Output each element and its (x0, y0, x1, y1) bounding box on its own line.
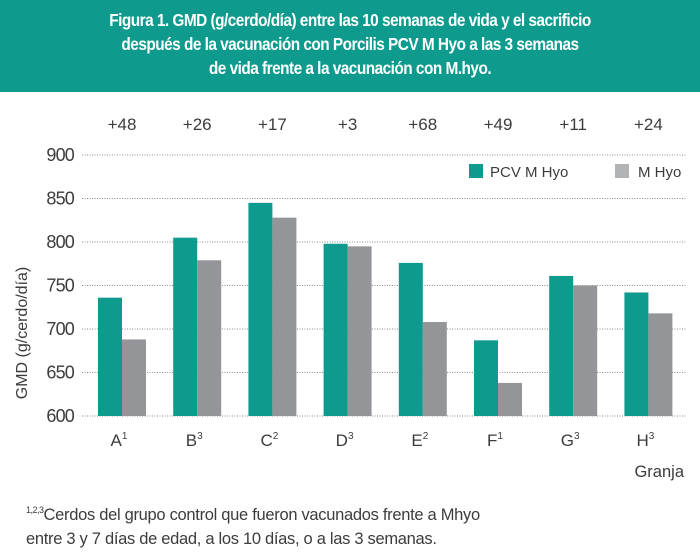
legend-label-m-hyo: M Hyo (638, 164, 681, 181)
bar-a-pcv-m-hyo (98, 297, 122, 416)
footnote: 1,2,3Cerdos del grupo control que fueron… (26, 498, 480, 551)
x-tick-label: D3 (336, 431, 354, 450)
y-tick-label: 650 (46, 363, 74, 383)
legend: PCV M Hyo M Hyo (469, 164, 681, 181)
legend-label-pcv-m-hyo: PCV M Hyo (490, 164, 568, 181)
legend-swatch-m-hyo (615, 164, 629, 178)
x-tick-label: A1 (111, 431, 128, 450)
bar-b-m-hyo (197, 260, 222, 416)
y-axis-ticks: 600 650 700 750 800 850 900 (46, 145, 75, 426)
x-tick-label: B3 (186, 431, 203, 450)
difference-label: +24 (634, 115, 663, 134)
bar-c-pcv-m-hyo (248, 202, 273, 416)
bar-b-pcv-m-hyo (173, 237, 198, 416)
x-tick-label: G3 (561, 431, 580, 450)
difference-label: +68 (408, 115, 437, 134)
footnote-superscript: 1,2,3 (26, 505, 44, 515)
y-tick-label: 750 (46, 276, 74, 296)
legend-swatch-pcv-m-hyo (469, 164, 483, 178)
difference-label: +26 (183, 115, 212, 134)
difference-label: +48 (108, 115, 137, 134)
bar-chart: 600 650 700 750 800 850 900 A1 B3 C2 D3 E2 F1 G3 H3 +… (14, 115, 686, 481)
y-tick-label: 600 (46, 406, 74, 426)
bar-d-m-hyo (347, 246, 372, 416)
difference-label: +3 (338, 115, 357, 134)
x-axis-label: Granja (634, 463, 684, 481)
y-tick-label: 850 (46, 189, 74, 209)
footnote-line-1: Cerdos del grupo control que fueron vacu… (43, 506, 481, 524)
x-axis-ticks: A1 B3 C2 D3 E2 F1 G3 H3 (111, 431, 655, 450)
bar-f-pcv-m-hyo (474, 340, 498, 416)
figure-title-banner: Figura 1. GMD (g/cerdo/día) entre las 10… (0, 0, 700, 92)
y-tick-label: 800 (46, 232, 74, 252)
bar-f-m-hyo (498, 382, 522, 416)
difference-label: +11 (559, 115, 587, 134)
y-axis-label: GMD (g/cerdo/día) (14, 267, 31, 399)
bar-e-m-hyo (422, 322, 447, 416)
bar-h-pcv-m-hyo (624, 292, 649, 416)
difference-labels: +48 +26 +17 +3 +68 +49 +11 +24 (108, 115, 663, 134)
x-tick-label: H3 (636, 431, 654, 450)
bar-g-pcv-m-hyo (549, 275, 574, 416)
bar-a-m-hyo (122, 339, 146, 416)
x-tick-label: F1 (487, 431, 503, 450)
bar-h-m-hyo (648, 313, 673, 416)
bar-g-m-hyo (573, 285, 598, 416)
bars (98, 202, 673, 416)
figure-title-line-1: Figura 1. GMD (g/cerdo/día) entre las 10… (109, 10, 591, 30)
bar-e-pcv-m-hyo (398, 262, 423, 416)
difference-label: +49 (484, 115, 513, 134)
figure-title-line-3: de vida frente a la vacunación con M.hyo… (208, 58, 492, 78)
difference-label: +17 (258, 115, 287, 134)
footnote-line-2: entre 3 y 7 días de edad, a los 10 días,… (26, 530, 437, 548)
x-tick-label: C2 (260, 431, 278, 450)
y-tick-label: 700 (46, 319, 74, 339)
y-tick-label: 900 (46, 145, 74, 165)
figure-title-line-2: después de la vacunación con Porcilis PC… (121, 34, 579, 54)
bar-d-pcv-m-hyo (323, 243, 348, 416)
bar-c-m-hyo (272, 217, 297, 416)
x-tick-label: E2 (411, 431, 428, 450)
